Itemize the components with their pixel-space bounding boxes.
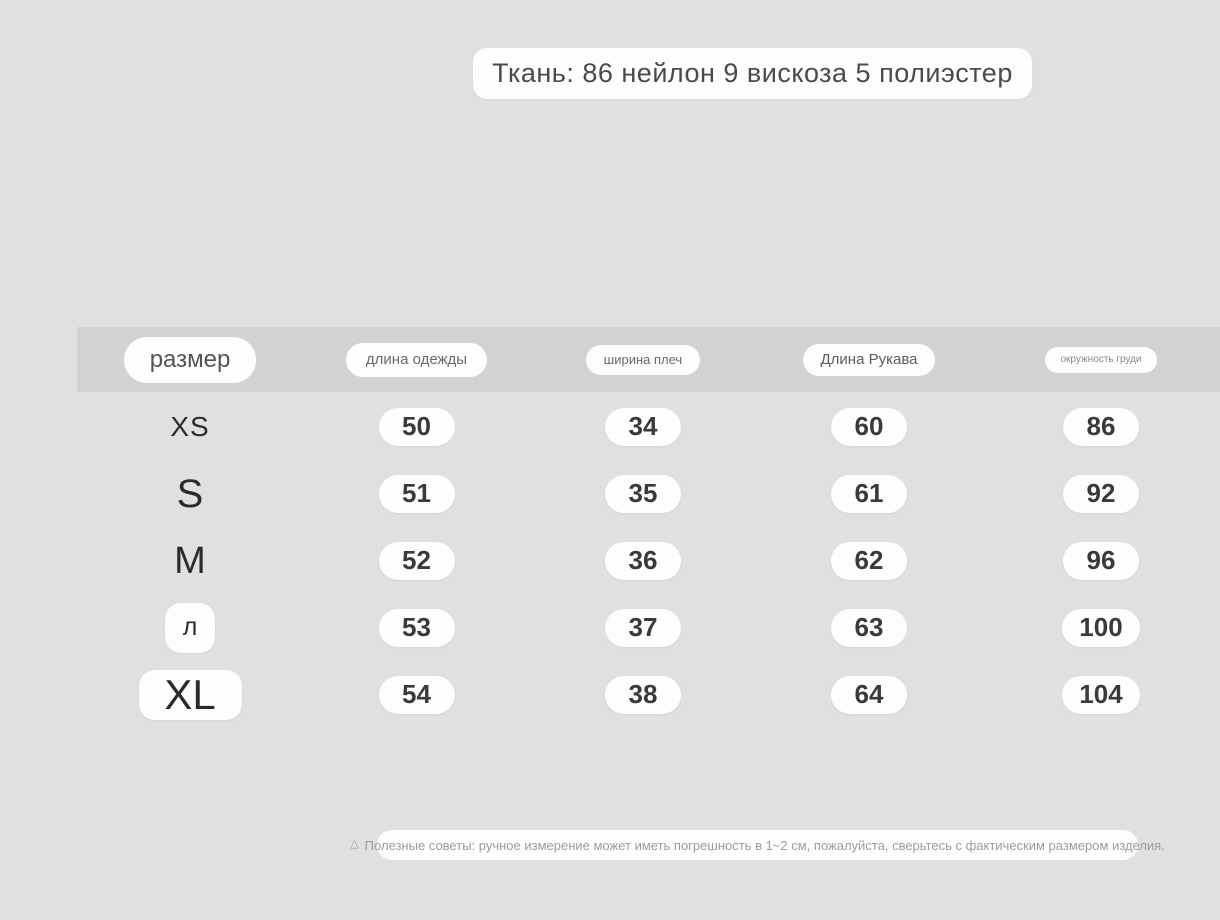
value-pill: 86	[1063, 407, 1139, 446]
size-label-l: л	[165, 602, 215, 653]
table-row-m: M 52 36 62 96	[77, 527, 1220, 594]
value-pill: 54	[378, 675, 455, 714]
size-label-m: M	[174, 539, 206, 582]
size-table: размер длина одежды ширина плеч Длина Ру…	[77, 327, 1220, 728]
value-pill: 34	[605, 407, 681, 446]
value-pill: 36	[605, 541, 681, 580]
table-row-xs: XS 50 34 60 86	[77, 393, 1220, 460]
value-pill: 51	[378, 474, 455, 513]
value-pill: 35	[605, 474, 681, 513]
warning-triangle-icon: △	[350, 837, 359, 850]
value-pill: 53	[378, 608, 455, 647]
value-pill: 100	[1062, 608, 1140, 647]
tips-note: △ Полезные советы: ручное измерение може…	[350, 830, 1165, 860]
value-pill: 63	[831, 608, 907, 647]
header-garment-length: длина одежды	[345, 342, 488, 377]
value-pill: 60	[831, 407, 907, 446]
value-pill: 52	[378, 541, 455, 580]
size-label-s: S	[176, 471, 204, 516]
value-pill: 61	[831, 474, 907, 513]
table-row-s: S 51 35 61 92	[77, 460, 1220, 527]
value-pill: 92	[1063, 474, 1139, 513]
value-pill: 64	[831, 675, 907, 714]
value-pill: 104	[1062, 675, 1140, 714]
header-shoulder-width: ширина плеч	[585, 344, 701, 375]
table-row-xl: XL 54 38 64 104	[77, 661, 1220, 728]
fabric-composition-label: Ткань: 86 нейлон 9 вискоза 5 полиэстер	[473, 48, 1032, 99]
size-label-xl: XL	[138, 669, 242, 720]
value-pill: 62	[831, 541, 907, 580]
value-pill: 37	[605, 608, 681, 647]
tips-text: Полезные советы: ручное измерение может …	[364, 837, 1165, 853]
header-sleeve-length: Длина Рукава	[802, 343, 936, 376]
header-chest-circumference: окружность груди	[1045, 346, 1157, 373]
table-header-row: размер длина одежды ширина плеч Длина Ру…	[77, 327, 1220, 392]
value-pill: 50	[378, 407, 455, 446]
value-pill: 96	[1063, 541, 1139, 580]
size-label-xs: XS	[170, 410, 210, 442]
value-pill: 38	[605, 675, 681, 714]
table-row-l: л 53 37 63 100	[77, 594, 1220, 661]
header-size: размер	[123, 336, 257, 383]
